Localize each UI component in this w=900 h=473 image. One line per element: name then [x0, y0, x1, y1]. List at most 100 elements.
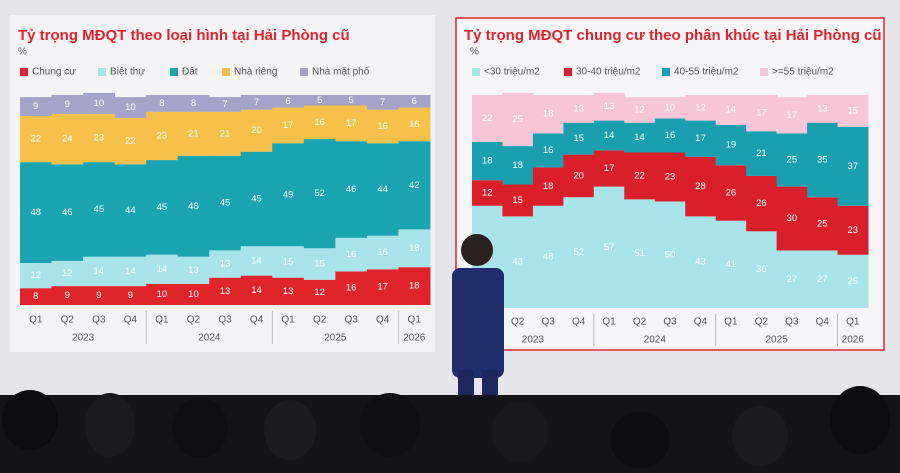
bar-segment: [209, 277, 242, 305]
bar-segment: [624, 97, 656, 123]
value-label: 14: [251, 255, 262, 266]
bar-segment: [51, 113, 84, 165]
value-label: 26: [756, 198, 767, 209]
bar-segment: [240, 275, 273, 305]
value-label: 43: [512, 257, 523, 268]
value-label: 45: [251, 193, 262, 204]
x-group-label: 2024: [198, 333, 221, 344]
legend-swatch: [300, 68, 308, 76]
bar-segment: [563, 122, 595, 155]
value-label: 19: [726, 140, 737, 151]
legend-swatch: [222, 68, 230, 76]
legend-label: 30-40 triệu/m2: [576, 67, 641, 78]
bar-segment: [303, 95, 336, 106]
value-label: 17: [377, 282, 388, 293]
value-label: 7: [380, 97, 385, 108]
value-label: 25: [847, 276, 858, 287]
bar-segment: [146, 95, 179, 112]
value-label: 45: [94, 204, 105, 215]
value-label: 10: [665, 102, 676, 113]
value-label: 25: [512, 114, 523, 125]
bar-segment: [472, 95, 503, 142]
value-label: 17: [346, 118, 357, 129]
bar-segment: [593, 150, 625, 187]
value-label: 25: [787, 154, 798, 165]
value-label: 49: [283, 189, 294, 200]
value-label: 15: [847, 105, 858, 116]
x-tick-label: Q4: [376, 315, 390, 326]
x-tick-label: Q2: [61, 315, 75, 326]
bar-segment: [335, 105, 368, 142]
value-label: 45: [157, 202, 168, 213]
bar-segment: [20, 97, 53, 116]
bar-segment: [146, 160, 179, 255]
bar-segment: [240, 109, 273, 152]
value-label: 18: [543, 109, 554, 120]
value-label: 17: [695, 133, 706, 144]
legend-swatch: [472, 68, 480, 76]
value-label: 48: [543, 251, 554, 262]
bar-segment: [593, 186, 625, 308]
value-label: 28: [695, 181, 706, 192]
x-tick-label: Q2: [511, 317, 525, 328]
bar-segment: [20, 288, 53, 305]
bar-segment: [114, 97, 147, 119]
x-tick-label: Q1: [602, 317, 616, 328]
value-label: 18: [543, 181, 554, 192]
value-label: 14: [125, 266, 136, 277]
bar-segment: [20, 116, 53, 163]
value-label: 16: [665, 130, 676, 141]
bar-segment: [335, 141, 368, 238]
value-label: 18: [409, 281, 420, 292]
value-label: 22: [482, 113, 493, 124]
x-tick-label: Q3: [541, 317, 555, 328]
value-label: 36: [756, 264, 767, 275]
bar-segment: [776, 186, 808, 251]
value-label: 30: [787, 213, 798, 224]
value-label: 15: [283, 256, 294, 267]
bar-segment: [624, 199, 656, 308]
bar-segment: [335, 271, 368, 305]
x-group-label: 2023: [522, 335, 545, 346]
bar-segment: [502, 92, 534, 147]
value-label: 15: [573, 133, 584, 144]
bar-segment: [472, 180, 503, 206]
value-label: 52: [314, 188, 325, 199]
legend-label: <30 triệu/m2: [484, 67, 540, 78]
value-label: 22: [30, 134, 41, 145]
bar-segment: [83, 162, 116, 257]
legend-label: Nhà mặt phố: [312, 66, 370, 78]
value-label: 21: [220, 128, 231, 139]
value-label: 57: [604, 242, 615, 253]
bar-segment: [177, 155, 210, 257]
x-tick-label: Q2: [755, 317, 769, 328]
value-label: 16: [314, 117, 325, 128]
bar-segment: [654, 201, 686, 308]
value-label: 51: [634, 248, 645, 259]
x-group-label: 2026: [403, 333, 426, 344]
bar-segment: [746, 231, 778, 308]
value-label: 7: [254, 97, 259, 108]
legend-swatch: [20, 68, 28, 76]
bar-segment: [532, 205, 564, 308]
bar-segment: [366, 95, 399, 110]
value-label: 52: [573, 247, 584, 258]
bar-segment: [177, 95, 210, 112]
value-label: 23: [847, 225, 858, 236]
x-tick-label: Q3: [344, 315, 358, 326]
value-label: 27: [817, 274, 828, 285]
value-label: 8: [33, 291, 38, 302]
bar-segment: [593, 120, 625, 151]
chart-title: Tỷ trọng MĐQT theo loại hình tại Hải Phò…: [18, 27, 350, 44]
value-label: 12: [634, 104, 645, 115]
bar-segment: [366, 143, 399, 236]
bar-segment: [398, 141, 431, 230]
bar-segment: [837, 95, 869, 127]
value-label: 6: [412, 96, 417, 107]
y-axis-label: %: [18, 47, 27, 58]
bar-segment: [398, 229, 431, 268]
bar-segment: [776, 250, 808, 308]
bar-segment: [654, 97, 686, 119]
bar-segment: [83, 92, 116, 114]
legend-swatch: [564, 68, 572, 76]
